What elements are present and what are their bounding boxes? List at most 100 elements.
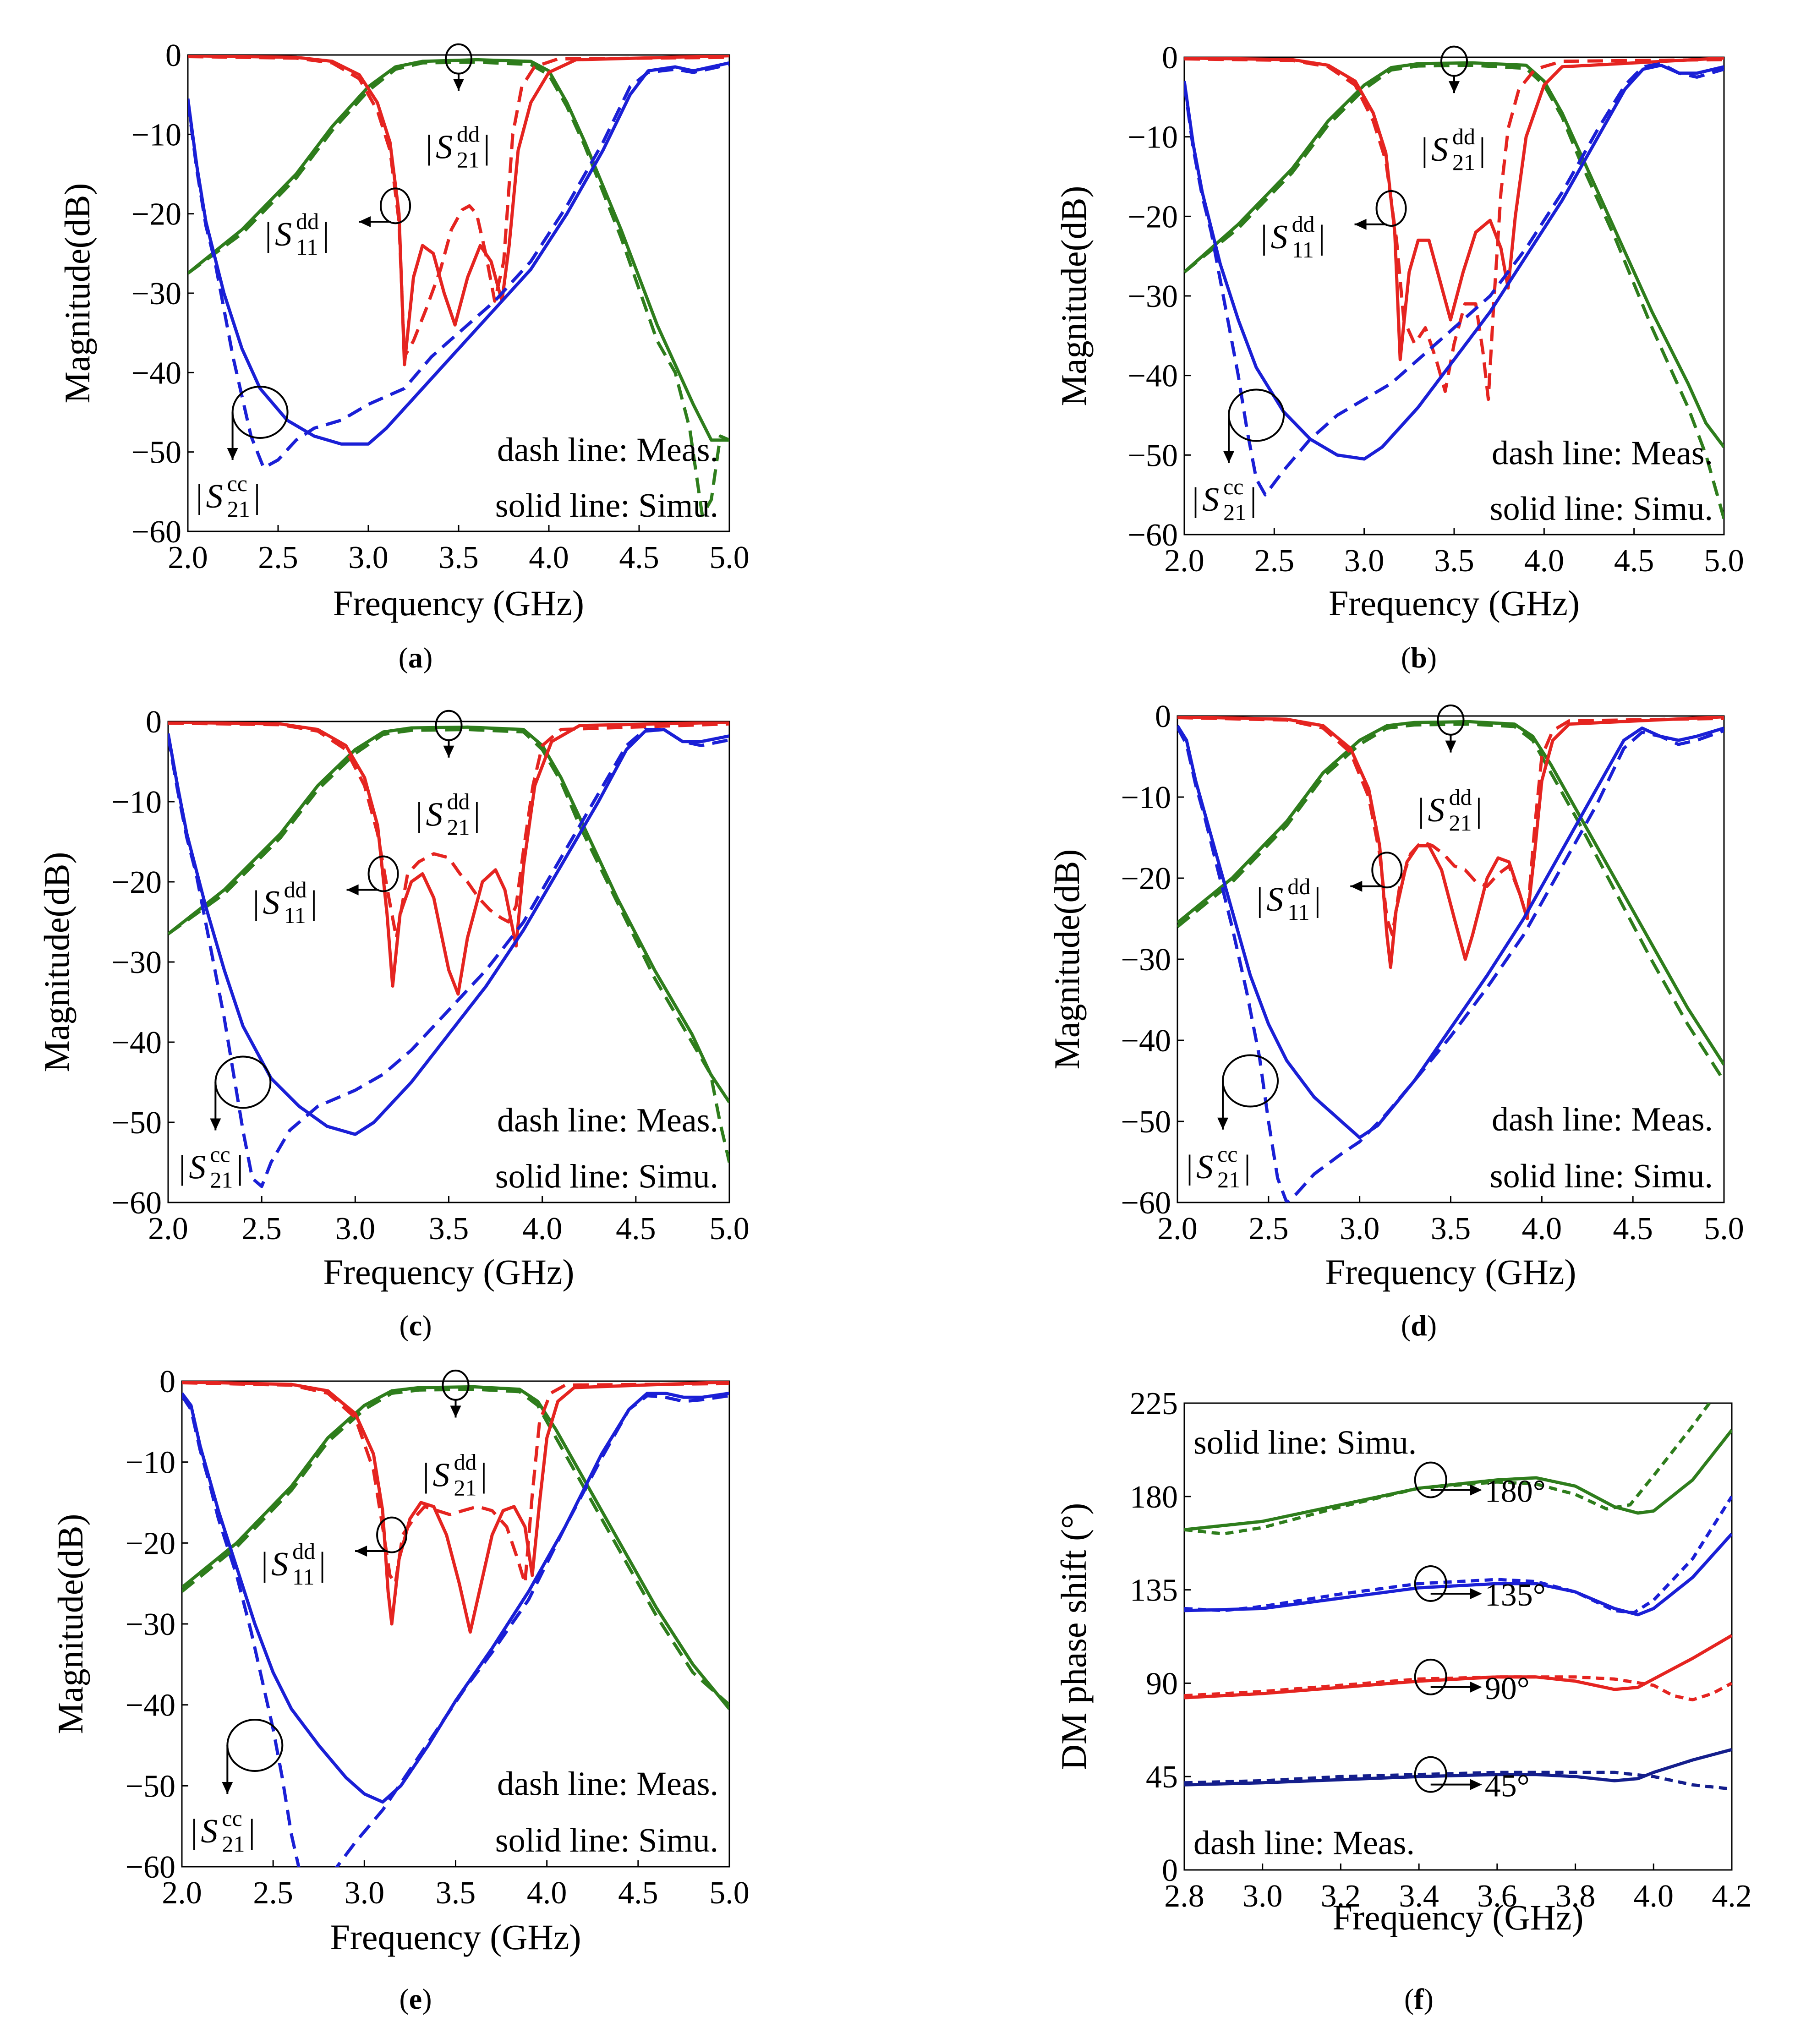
param-symbol: S xyxy=(1266,881,1283,918)
note-meas: dash line: Meas. xyxy=(1492,434,1713,472)
series-group xyxy=(1177,716,1724,1202)
x-tick-label: 3.0 xyxy=(1344,543,1385,579)
y-tick-label: −50 xyxy=(126,1769,175,1804)
chart-panel-a: 2.0 2.5 3.0 3.5 4.0 4.5 5.0 0 −10 −20 −30 −40 −50 −60… xyxy=(57,38,750,674)
series-line-s21dd-simu- xyxy=(182,1385,729,1710)
series-line-45-simu- xyxy=(1184,1748,1732,1787)
marker-circle xyxy=(1414,1658,1447,1695)
y-tick-label: 225 xyxy=(1130,1386,1178,1421)
y-axis-title: DM phase shift (°) xyxy=(1054,1503,1094,1771)
series-line-s21cc-meas- xyxy=(168,728,729,1188)
x-axis-title: Frequency (GHz) xyxy=(323,1252,575,1292)
param-subscript: 21 xyxy=(457,147,480,172)
x-axis-title: Frequency (GHz) xyxy=(333,583,584,623)
x-tick-label: 3.5 xyxy=(438,540,479,575)
param-bar: | xyxy=(261,1546,268,1583)
param-symbol: S xyxy=(201,1813,218,1850)
x-tick-label: 3.5 xyxy=(1434,543,1474,579)
y-tick-label: 0 xyxy=(159,1364,175,1399)
param-superscript: dd xyxy=(1452,124,1475,149)
y-tick-label: −30 xyxy=(126,1607,175,1642)
caption-close: ) xyxy=(1427,641,1437,674)
param-bar: | xyxy=(319,1546,326,1583)
chart-panel-b: 2.0 2.5 3.0 3.5 4.0 4.5 5.0 0 −10 −20 −30 −40 −50 −60… xyxy=(1054,40,1744,674)
angle-label: 135° xyxy=(1485,1578,1546,1613)
param-subscript: 21 xyxy=(1217,1167,1240,1192)
series-line-s21dd-meas- xyxy=(1184,63,1724,519)
param-superscript: dd xyxy=(1449,784,1472,810)
caption-letter: f xyxy=(1414,1983,1424,2015)
series-line-s21cc-simu- xyxy=(1177,725,1724,1139)
param-subscript: 11 xyxy=(296,234,318,260)
arrow-head xyxy=(355,1546,367,1557)
param-symbol: S xyxy=(426,796,443,834)
arrow-head xyxy=(1223,451,1235,463)
y-tick-label: −20 xyxy=(1128,199,1178,235)
series-line-s11dd-simu- xyxy=(1184,57,1724,361)
y-tick-label: −20 xyxy=(131,197,181,232)
arrow-head xyxy=(1449,81,1460,93)
param-bar: | xyxy=(416,796,423,834)
param-superscript: dd xyxy=(292,1538,315,1564)
note-simu: solid line: Simu. xyxy=(1490,1158,1713,1195)
param-subscript: 21 xyxy=(227,496,250,522)
y-tick-label: 45 xyxy=(1146,1760,1178,1795)
x-tick-label: 3.5 xyxy=(1431,1211,1471,1246)
chart-panel-c: 2.0 2.5 3.0 3.5 4.0 4.5 5.0 0 −10 −20 −30 −40 −50 −60… xyxy=(37,705,750,1342)
arrow-head xyxy=(359,216,371,227)
y-tick-label: 0 xyxy=(1155,699,1171,734)
param-superscript: cc xyxy=(210,1142,230,1167)
y-tick-label: −60 xyxy=(131,514,181,550)
arrow-head xyxy=(227,448,238,460)
arrow-head xyxy=(1470,1588,1482,1600)
y-tick-label: −40 xyxy=(131,355,181,391)
caption-open: ( xyxy=(399,1983,409,2015)
caption-open: ( xyxy=(1401,641,1411,674)
param-bar: | xyxy=(1476,792,1483,829)
param-bar: | xyxy=(483,128,490,166)
series-line-s21dd-meas- xyxy=(1177,722,1724,1082)
y-axis-title: Magnitude(dB) xyxy=(37,852,77,1072)
x-tick-label: 4.5 xyxy=(618,1875,658,1911)
series-line-s21cc-simu- xyxy=(188,61,729,446)
note-simu: solid line: Simu. xyxy=(1193,1424,1417,1462)
param-symbol: S xyxy=(263,884,280,922)
x-tick-label: 2.0 xyxy=(148,1211,188,1246)
y-tick-label: 180 xyxy=(1130,1480,1178,1515)
param-bar: | xyxy=(423,1457,430,1494)
y-tick-label: −50 xyxy=(131,435,181,470)
y-tick-label: 0 xyxy=(165,38,181,73)
x-tick-label: 4.0 xyxy=(522,1211,563,1246)
series-line-s21dd-meas- xyxy=(188,60,729,517)
figure-caption: (e) xyxy=(399,1983,432,2015)
series-line-s21dd-simu- xyxy=(188,58,729,442)
arrow-head xyxy=(1350,880,1363,892)
param-bar: | xyxy=(1418,792,1425,829)
series-line-s21dd-meas- xyxy=(168,728,729,1163)
caption-close: ) xyxy=(1427,1309,1437,1342)
x-tick-label: 4.0 xyxy=(1634,1879,1674,1914)
x-tick-label: 4.0 xyxy=(529,540,569,575)
series-line-s21dd-simu- xyxy=(1184,61,1724,448)
param-subscript: 21 xyxy=(1449,810,1472,836)
y-tick-label: 0 xyxy=(1162,40,1178,76)
series-line-s11dd-simu- xyxy=(188,55,729,366)
caption-letter: c xyxy=(409,1309,422,1342)
y-tick-label: 90 xyxy=(1146,1666,1178,1701)
x-tick-label: 5.0 xyxy=(709,1211,750,1246)
arrow-head xyxy=(450,1405,461,1418)
series-line-s21dd-simu- xyxy=(168,725,729,1104)
param-subscript: 21 xyxy=(447,814,470,840)
series-group xyxy=(188,55,729,517)
param-superscript: cc xyxy=(222,1805,242,1831)
series-line-90-simu- xyxy=(1184,1634,1732,1700)
y-tick-label: −10 xyxy=(1128,120,1178,155)
note-meas: dash line: Meas. xyxy=(497,1102,718,1139)
series-line-s21cc-meas- xyxy=(1177,727,1724,1202)
